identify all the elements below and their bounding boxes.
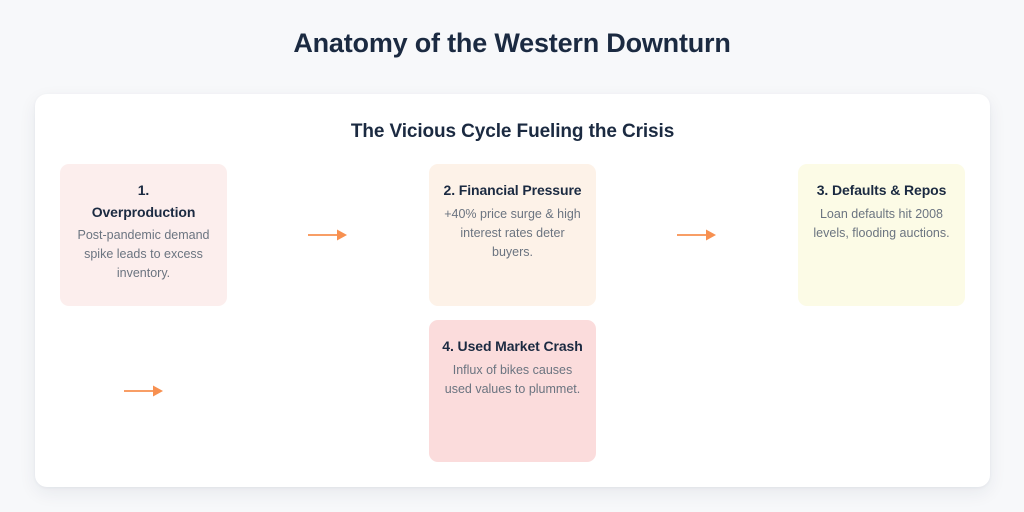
flow-step-3-title: 3. Defaults & Repos xyxy=(816,182,947,198)
flow-step-card-3[interactable]: 3. Defaults & Repos Loan defaults hit 20… xyxy=(798,164,965,306)
arrow-step-3-to-4 xyxy=(122,381,166,401)
flow-step-4-description: Influx of bikes causes used values to pl… xyxy=(444,362,581,396)
flow-step-1-number: 1. xyxy=(137,182,150,198)
flow-step-card-4[interactable]: 4. Used Market Crash Influx of bikes cau… xyxy=(429,320,596,462)
flow-step-1-title: 1. Overproduction xyxy=(92,180,196,223)
arrow-step-1-to-2 xyxy=(306,225,350,245)
page-title: Anatomy of the Western Downturn xyxy=(293,28,731,58)
flow-diagram: 1. Overproduction Post-pandemic demand s… xyxy=(60,164,965,462)
arrow-right-icon xyxy=(308,229,347,241)
arrow-step-2-to-3 xyxy=(675,225,719,245)
flow-step-4-title: 4. Used Market Crash xyxy=(442,338,583,354)
arrow-right-icon xyxy=(677,229,716,241)
flow-step-card-2[interactable]: 2. Financial Pressure +40% price surge &… xyxy=(429,164,596,306)
flow-step-2-title: 2. Financial Pressure xyxy=(443,182,582,198)
diagram-panel: The Vicious Cycle Fueling the Crisis 1. … xyxy=(35,94,990,487)
flow-step-3-description: Loan defaults hit 2008 levels, flooding … xyxy=(813,206,950,240)
arrow-right-icon xyxy=(123,385,163,397)
flow-step-1-description: Post-pandemic demand spike leads to exce… xyxy=(77,228,210,281)
panel-heading: The Vicious Cycle Fueling the Crisis xyxy=(350,121,675,142)
flow-step-card-1[interactable]: 1. Overproduction Post-pandemic demand s… xyxy=(60,164,227,306)
flow-step-2-description: +40% price surge & high interest rates d… xyxy=(444,206,581,259)
flow-step-1-name: Overproduction xyxy=(91,203,196,220)
